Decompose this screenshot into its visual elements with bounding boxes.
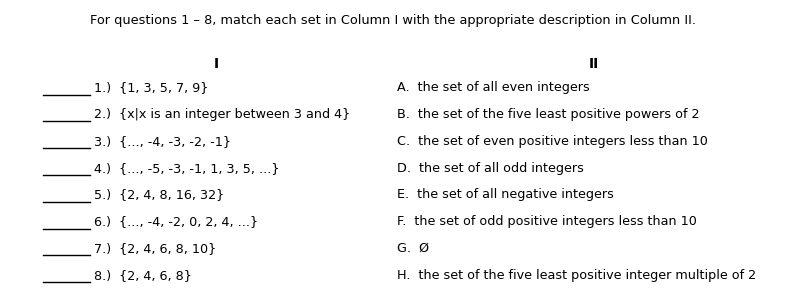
Text: 5.)  {2, 4, 8, 16, 32}: 5.) {2, 4, 8, 16, 32} — [94, 188, 225, 201]
Text: B.  the set of the five least positive powers of 2: B. the set of the five least positive po… — [397, 108, 700, 121]
Text: 6.)  {..., -4, -2, 0, 2, 4, ...}: 6.) {..., -4, -2, 0, 2, 4, ...} — [94, 215, 259, 228]
Text: 3.)  {..., -4, -3, -2, -1}: 3.) {..., -4, -3, -2, -1} — [94, 135, 231, 148]
Text: 4.)  {..., -5, -3, -1, 1, 3, 5, ...}: 4.) {..., -5, -3, -1, 1, 3, 5, ...} — [94, 162, 280, 175]
Text: For questions 1 – 8, match each set in Column I with the appropriate description: For questions 1 – 8, match each set in C… — [90, 14, 696, 27]
Text: 2.)  {x|x is an integer between 3 and 4}: 2.) {x|x is an integer between 3 and 4} — [94, 108, 351, 121]
Text: D.  the set of all odd integers: D. the set of all odd integers — [397, 162, 584, 175]
Text: 1.)  {1, 3, 5, 7, 9}: 1.) {1, 3, 5, 7, 9} — [94, 81, 209, 94]
Text: H.  the set of the five least positive integer multiple of 2: H. the set of the five least positive in… — [397, 269, 756, 282]
Text: 8.)  {2, 4, 6, 8}: 8.) {2, 4, 6, 8} — [94, 269, 193, 282]
Text: G.  Ø: G. Ø — [397, 242, 429, 255]
Text: A.  the set of all even integers: A. the set of all even integers — [397, 81, 590, 94]
Text: I: I — [214, 57, 219, 71]
Text: C.  the set of even positive integers less than 10: C. the set of even positive integers les… — [397, 135, 708, 148]
Text: II: II — [588, 57, 599, 71]
Text: F.  the set of odd positive integers less than 10: F. the set of odd positive integers less… — [397, 215, 697, 228]
Text: 7.)  {2, 4, 6, 8, 10}: 7.) {2, 4, 6, 8, 10} — [94, 242, 217, 255]
Text: E.  the set of all negative integers: E. the set of all negative integers — [397, 188, 614, 201]
